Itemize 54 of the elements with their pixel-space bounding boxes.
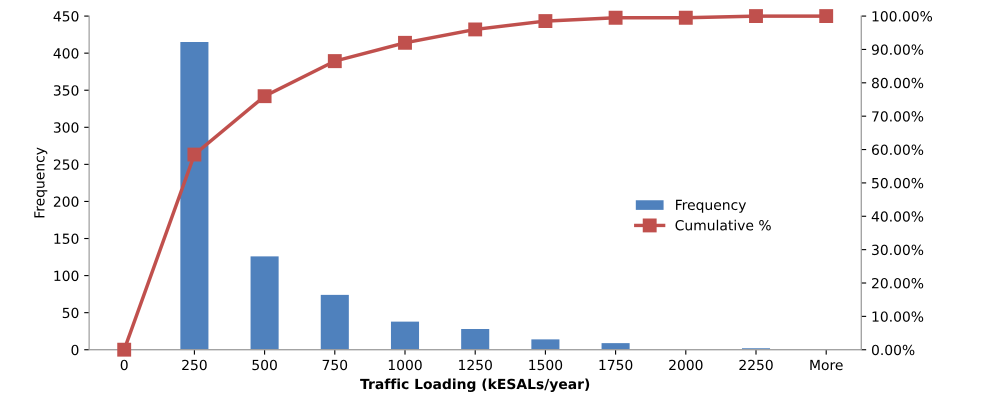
point <box>819 9 834 24</box>
y2-tick-label: 80.00% <box>872 78 924 88</box>
x-axis-title: Traffic Loading (kESALs/year) <box>360 378 590 392</box>
legend-label: Cumulative % <box>675 220 771 230</box>
y-tick-label: 200 <box>54 196 78 207</box>
x-tick-label: 750 <box>322 360 348 370</box>
point <box>678 10 693 25</box>
y-tick-label: 250 <box>54 159 78 170</box>
x-tick-label: 250 <box>182 360 207 370</box>
x-tick-label: More <box>810 360 843 370</box>
y-axis-title: Frequency <box>34 147 48 218</box>
y2-tick-label: 20.00% <box>872 278 924 288</box>
bar <box>602 343 630 350</box>
point <box>608 10 623 25</box>
bar <box>320 294 349 350</box>
x-tick-label: 1750 <box>599 360 632 370</box>
point <box>398 36 412 50</box>
y2-tick-label: 10.00% <box>872 311 924 322</box>
point <box>187 148 202 162</box>
point <box>538 14 552 28</box>
point <box>117 342 132 357</box>
bar <box>180 42 208 350</box>
x-tick-label: 1500 <box>529 360 562 370</box>
y2-tick-label: 30.00% <box>872 244 924 256</box>
y-tick-label: 400 <box>54 48 78 59</box>
x-tick-label: 500 <box>252 360 277 370</box>
x-tick-label: 1250 <box>459 360 492 370</box>
point <box>258 89 272 104</box>
point <box>328 54 342 68</box>
y-tick-label: 300 <box>54 122 78 133</box>
x-tick-label: 1000 <box>388 360 422 370</box>
y-tick-label: 150 <box>54 233 78 244</box>
y2-tick-label: 60.00% <box>872 144 924 156</box>
x-tick-label: 2250 <box>739 360 773 370</box>
y-tick-label: 450 <box>54 11 78 22</box>
y-tick-label: 100 <box>54 270 78 282</box>
bar <box>461 328 490 350</box>
y-tick-label: 0 <box>71 344 78 356</box>
x-tick-label: 2000 <box>669 360 703 370</box>
y2-tick-label: 0.00% <box>872 344 914 356</box>
y-tick-label: 350 <box>54 85 78 96</box>
bar <box>531 339 560 350</box>
x-tick-label: 0 <box>120 360 128 370</box>
y2-tick-label: 40.00% <box>872 211 924 222</box>
y2-tick-label: 100.00% <box>872 11 932 22</box>
legend-label: Frequency <box>676 200 746 213</box>
y2-tick-label: 50.00% <box>872 178 924 188</box>
y-tick-label: 50 <box>62 308 78 318</box>
y2-tick-label: 90.00% <box>872 44 924 55</box>
bar <box>250 256 279 350</box>
point <box>468 22 482 36</box>
point <box>749 9 763 24</box>
y2-tick-label: 70.00% <box>872 111 924 122</box>
bar <box>390 322 420 350</box>
